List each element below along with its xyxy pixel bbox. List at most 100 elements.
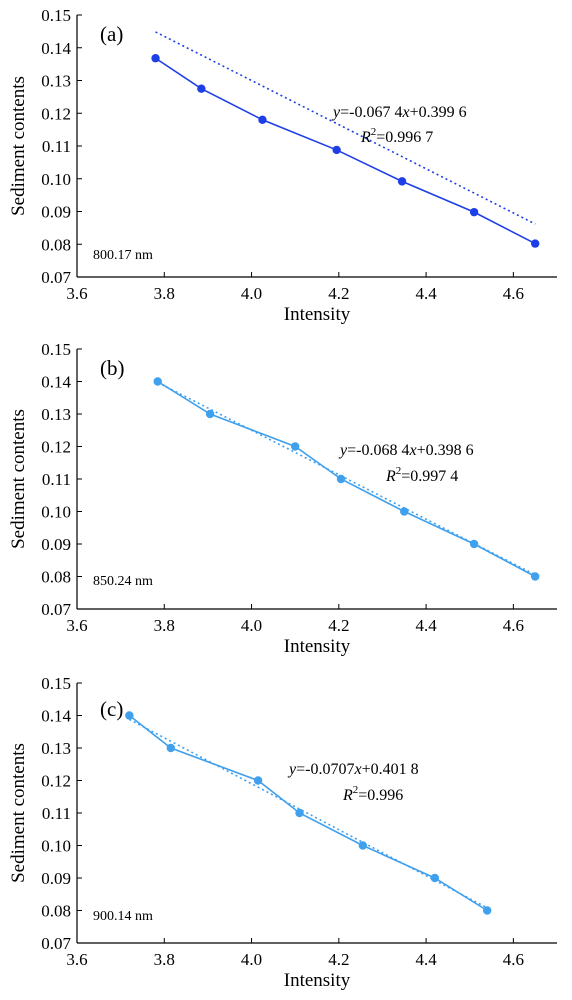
y-tick-label: 0.13 <box>41 72 71 91</box>
data-point <box>530 239 540 248</box>
r2-sup: 2 <box>353 784 359 796</box>
panel-label: (b) <box>100 356 125 380</box>
x-tick-label: 3.8 <box>154 616 175 635</box>
y-tick-label: 0.08 <box>41 568 71 587</box>
y-tick-label: 0.12 <box>41 104 71 123</box>
data-point <box>469 539 479 549</box>
y-tick-label: 0.12 <box>41 438 71 457</box>
x-axis-title: Intensity <box>284 970 351 991</box>
eq-x-var: x <box>408 442 416 459</box>
data-point <box>530 572 540 581</box>
data-point <box>482 906 492 915</box>
y-tick-label: 0.11 <box>42 137 71 156</box>
r2-value: =0.996 7 <box>376 129 433 146</box>
data-point <box>397 177 407 186</box>
r-squared: R2=0.996 <box>342 784 403 804</box>
data-point <box>166 743 176 753</box>
y-tick-label: 0.14 <box>41 707 71 726</box>
eq-x-var: x <box>353 761 361 778</box>
x-tick-label: 4.2 <box>328 616 349 635</box>
r2-value: =0.997 4 <box>401 468 458 485</box>
x-tick-label: 4.2 <box>328 950 349 969</box>
data-point <box>469 207 479 217</box>
eq-y-var: y <box>338 442 348 459</box>
x-tick-label: 4.6 <box>503 616 524 635</box>
eq-x-var: x <box>401 104 409 121</box>
r-squared: R2=0.997 4 <box>385 465 458 485</box>
y-tick-label: 0.15 <box>41 6 71 25</box>
x-tick-label: 3.8 <box>154 950 175 969</box>
x-tick-label: 3.6 <box>66 284 87 303</box>
data-point <box>125 711 134 720</box>
y-axis-title: Sediment contents <box>8 743 29 883</box>
y-tick-label: 0.13 <box>41 739 71 758</box>
data-point <box>258 115 267 125</box>
data-point <box>197 84 206 93</box>
x-tick-label: 4.4 <box>415 284 437 303</box>
data-point <box>332 145 341 155</box>
data-point <box>358 841 368 850</box>
regression-equation: y=-0.068 4x+0.398 6 <box>338 442 474 459</box>
y-tick-label: 0.09 <box>41 535 71 554</box>
wavelength-label: 900.14 nm <box>93 909 153 924</box>
fit-line <box>128 718 488 909</box>
r2-r: R <box>360 129 371 146</box>
x-tick-label: 4.4 <box>415 616 437 635</box>
eq-part-2: +0.399 6 <box>410 104 467 121</box>
eq-part-2: +0.398 6 <box>417 442 474 459</box>
x-axis-title: Intensity <box>284 304 351 325</box>
data-point <box>295 808 304 818</box>
y-tick-label: 0.12 <box>41 772 71 791</box>
x-tick-label: 4.0 <box>241 616 262 635</box>
y-tick-label: 0.15 <box>41 674 71 693</box>
data-point <box>151 54 160 63</box>
r-squared: R2=0.996 7 <box>360 126 433 146</box>
data-point <box>253 776 263 785</box>
y-axis-title: Sediment contents <box>8 409 29 549</box>
r2-r: R <box>385 468 396 485</box>
x-tick-label: 3.8 <box>154 284 175 303</box>
data-point <box>400 507 409 516</box>
y-tick-label: 0.11 <box>42 804 71 823</box>
data-point <box>430 873 440 883</box>
eq-y-var: y <box>287 761 297 778</box>
eq-part-1: =-0.068 4 <box>347 442 409 459</box>
chart-panel-2: 0.07 0.08 0.09 0.10 0.11 0.12 0.13 0.14 0.15 3.6 3… <box>8 340 557 657</box>
x-tick-label: 4.6 <box>503 950 524 969</box>
r2-sup: 2 <box>371 126 377 138</box>
panel-label: (c) <box>100 697 123 721</box>
eq-part-1: =-0.067 4 <box>340 104 402 121</box>
chart-panel-3: 0.07 0.08 0.09 0.10 0.11 0.12 0.13 0.14 0.15 3.6 3… <box>8 674 557 991</box>
y-axis-title: Sediment contents <box>8 76 29 216</box>
y-tick-label: 0.07 <box>41 600 71 619</box>
x-tick-label: 4.2 <box>328 284 349 303</box>
data-point <box>205 409 215 419</box>
chart-panel-1: 0.07 0.08 0.09 0.10 0.11 0.12 0.13 0.14 0.15 3.6 3… <box>8 6 557 325</box>
y-tick-label: 0.11 <box>42 470 71 489</box>
x-tick-label: 4.6 <box>503 284 524 303</box>
panel-label: (a) <box>100 22 123 46</box>
regression-equation: y=-0.0707x+0.401 8 <box>287 761 419 778</box>
y-tick-label: 0.10 <box>41 503 71 522</box>
y-tick-label: 0.14 <box>41 39 71 58</box>
wavelength-label: 800.17 nm <box>93 248 153 263</box>
data-point <box>153 377 162 386</box>
x-axis-title: Intensity <box>284 636 351 657</box>
r2-r: R <box>342 787 353 804</box>
regression-equation: y=-0.067 4x+0.399 6 <box>331 104 467 121</box>
wavelength-label: 850.24 nm <box>93 574 153 589</box>
x-tick-label: 4.0 <box>241 284 262 303</box>
y-tick-label: 0.15 <box>41 340 71 359</box>
y-tick-label: 0.09 <box>41 869 71 888</box>
x-tick-label: 4.4 <box>415 950 437 969</box>
fit-line <box>155 31 536 225</box>
y-tick-label: 0.13 <box>41 405 71 424</box>
y-tick-label: 0.10 <box>41 170 71 189</box>
y-tick-label: 0.08 <box>41 902 71 921</box>
x-tick-label: 3.6 <box>66 616 87 635</box>
fit-line <box>157 381 536 576</box>
y-tick-label: 0.07 <box>41 934 71 953</box>
y-tick-label: 0.07 <box>41 268 71 287</box>
series-line <box>155 57 536 245</box>
